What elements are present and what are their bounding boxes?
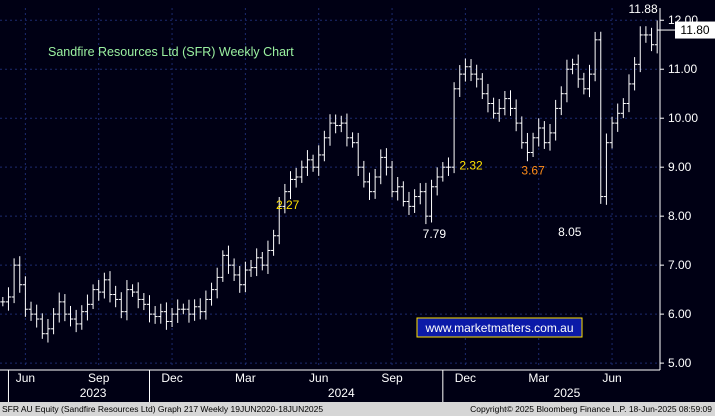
footer-left: SFR AU Equity (Sandfire Resources Ltd) G… — [2, 404, 323, 414]
x-month-label: Jun — [309, 371, 328, 385]
annotation-label: 7.79 — [423, 227, 447, 241]
x-month-label: Mar — [235, 371, 256, 385]
y-tick-label: 9.00 — [668, 160, 692, 174]
footer-bar — [0, 402, 715, 416]
annotation-label: 3.67 — [521, 164, 545, 178]
series-layer — [0, 20, 660, 343]
annotation-label: 8.05 — [558, 225, 582, 239]
y-tick-label: 10.00 — [668, 111, 698, 125]
x-month-label: Sep — [381, 371, 403, 385]
price-tag: 11.80 — [680, 23, 709, 37]
y-tick-label: 11.00 — [668, 62, 697, 76]
y-tick-label: 8.00 — [668, 209, 692, 223]
footer-right: Copyright© 2025 Bloomberg Finance L.P. 1… — [470, 404, 712, 414]
x-year-label: 2024 — [328, 386, 355, 400]
x-month-label: Dec — [161, 371, 182, 385]
annotation-label: 11.88 — [629, 2, 658, 16]
watermark-box[interactable] — [416, 317, 583, 338]
annotation-layer: 11.88 2.27 7.79 2.32 3.67 8.05 — [276, 2, 658, 241]
watermark-link[interactable]: www.marketmatters.com.au — [424, 321, 573, 335]
x-month-label: Sep — [88, 371, 110, 385]
x-year-label: 2023 — [80, 386, 107, 400]
annotation-label: 2.27 — [276, 198, 300, 212]
y-tick-label: 6.00 — [668, 307, 692, 321]
chart-title: Sandfire Resources Ltd (SFR) Weekly Char… — [48, 45, 294, 59]
price-tag-box — [675, 21, 715, 39]
y-tick-label: 5.00 — [668, 356, 692, 370]
y-tick-label: 7.00 — [668, 258, 692, 272]
annotation-label: 2.32 — [459, 159, 483, 173]
x-year-label: 2025 — [554, 386, 581, 400]
x-month-label: Dec — [455, 371, 476, 385]
x-month-label: Jun — [16, 371, 35, 385]
x-month-label: Mar — [528, 371, 549, 385]
x-month-label: Jun — [602, 371, 621, 385]
